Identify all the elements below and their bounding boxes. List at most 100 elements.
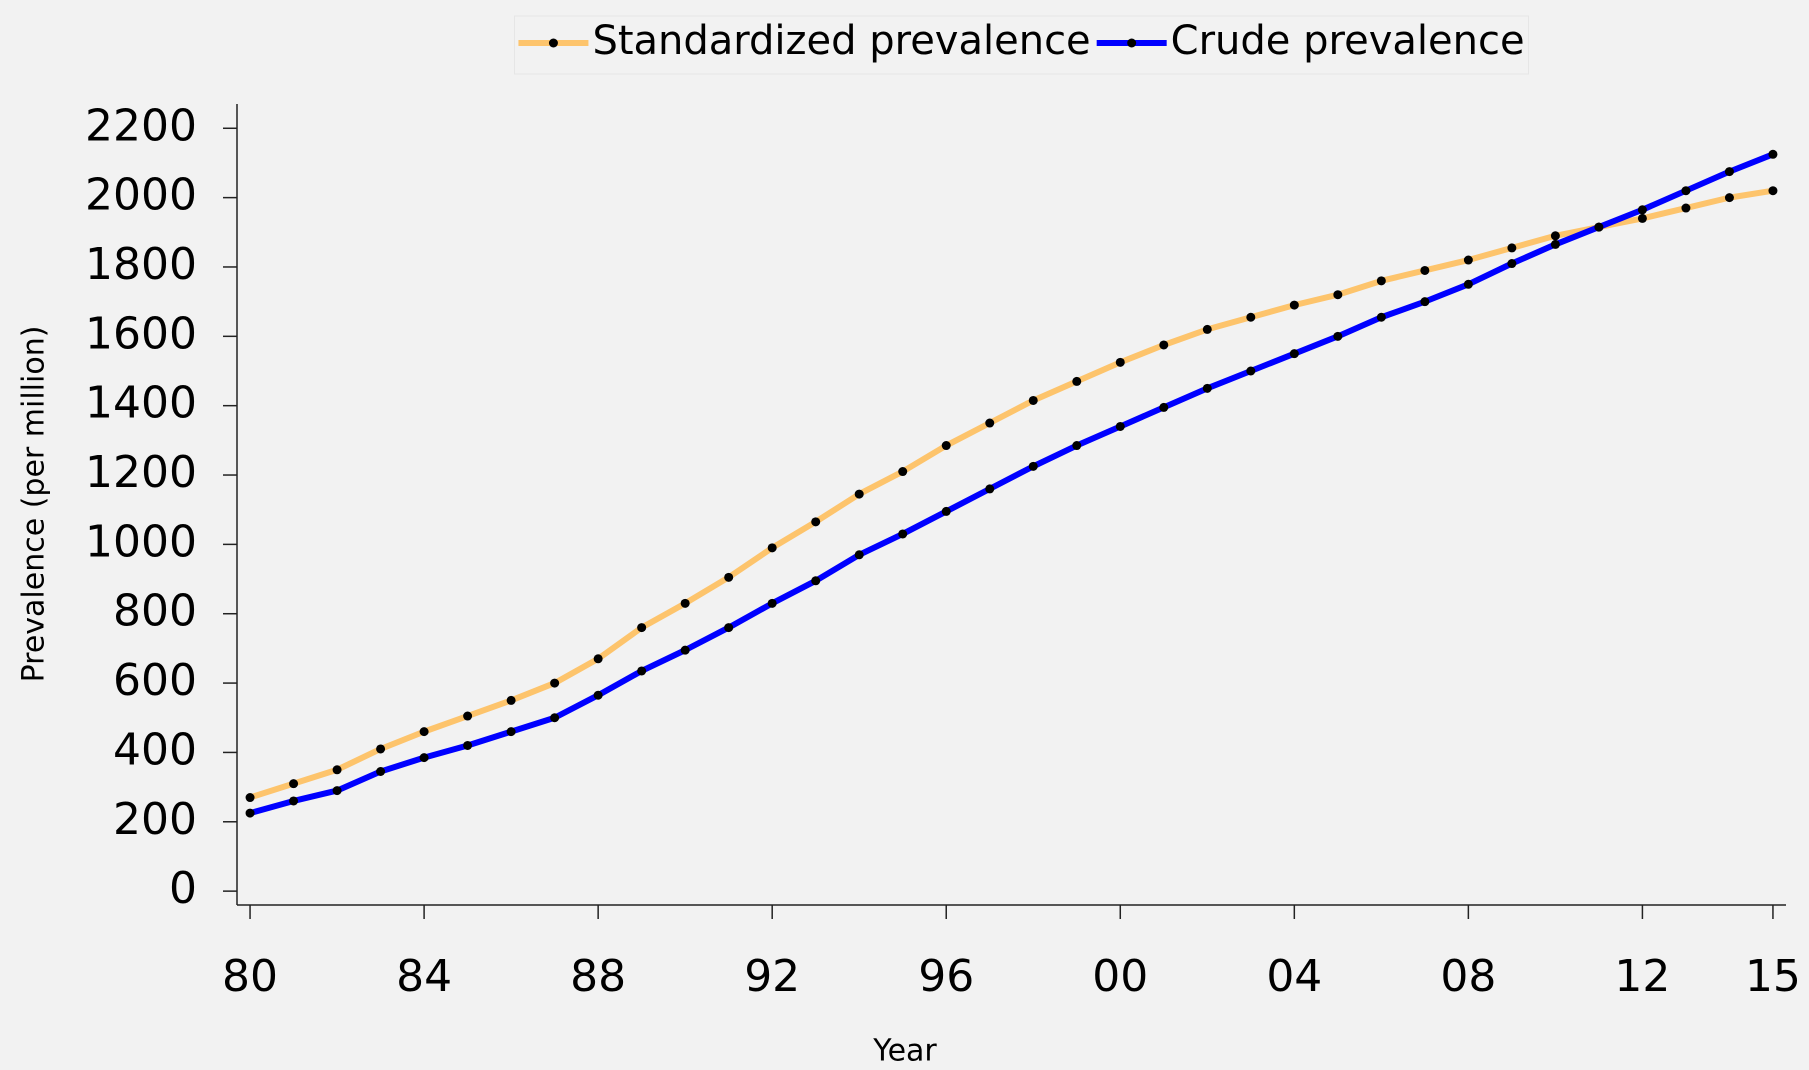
data-point: [767, 543, 777, 553]
y-tick-label: 2000: [85, 170, 197, 221]
data-point: [419, 727, 429, 737]
data-point: [1681, 203, 1691, 213]
y-tick-label: 200: [113, 794, 197, 845]
data-point: [289, 796, 299, 806]
data-point: [1463, 255, 1473, 265]
data-point: [1724, 167, 1734, 177]
series-line: [249, 151, 1775, 817]
x-tick-label: 08: [1440, 951, 1496, 1002]
data-point: [593, 654, 603, 664]
data-point: [1289, 349, 1299, 359]
y-tick-label: 1400: [85, 378, 197, 429]
legend-box: [513, 15, 1530, 75]
data-point: [637, 666, 647, 676]
data-point: [1463, 279, 1473, 289]
x-tick-label: 15: [1745, 951, 1801, 1002]
data-point: [1028, 395, 1038, 405]
data-point: [245, 808, 255, 818]
data-point: [811, 576, 821, 586]
data-point: [1159, 340, 1169, 350]
data-point: [1202, 324, 1212, 334]
data-point: [1724, 193, 1734, 203]
data-point: [1072, 441, 1082, 451]
data-point: [898, 529, 908, 539]
data-point: [1681, 186, 1691, 196]
data-point: [941, 506, 951, 516]
data-point: [550, 713, 560, 723]
data-point: [289, 779, 299, 789]
data-point: [1028, 461, 1038, 471]
data-point: [1333, 331, 1343, 341]
data-point: [593, 690, 603, 700]
data-point: [1507, 259, 1517, 269]
data-point: [1202, 383, 1212, 393]
legend-item: Standardized prevalence: [518, 18, 1091, 64]
data-point: [550, 678, 560, 688]
data-point: [811, 517, 821, 527]
data-point: [1246, 312, 1256, 322]
data-point: [245, 793, 255, 803]
data-point: [680, 645, 690, 655]
data-point: [332, 765, 342, 775]
data-point: [1246, 366, 1256, 376]
data-point: [1420, 265, 1430, 275]
data-point: [637, 623, 647, 633]
data-point: [376, 767, 386, 776]
data-point: [419, 753, 429, 763]
legend-item: Crude prevalence: [1096, 18, 1525, 64]
data-point: [1637, 205, 1647, 215]
data-point: [767, 598, 777, 608]
data-point: [1159, 402, 1169, 412]
x-tick-label: 80: [222, 951, 278, 1002]
data-point: [376, 744, 386, 754]
data-point: [1550, 239, 1560, 249]
data-point: [1376, 276, 1386, 286]
data-point: [1289, 300, 1299, 310]
x-tick-label: 12: [1614, 951, 1670, 1002]
data-point: [506, 727, 516, 737]
data-point: [1768, 186, 1778, 196]
series-line: [249, 187, 1774, 801]
data-point: [463, 740, 473, 750]
data-point: [724, 623, 734, 633]
data-point: [1115, 357, 1125, 367]
x-tick-label: 84: [396, 951, 452, 1002]
x-tick-label: 92: [744, 951, 800, 1002]
legend-label: Standardized prevalence: [592, 18, 1090, 64]
legend-label: Crude prevalence: [1171, 18, 1525, 64]
data-point: [463, 711, 473, 721]
y-tick-label: 1000: [85, 516, 197, 567]
x-axis-label: Year: [872, 1034, 937, 1069]
y-tick-label: 2200: [85, 100, 197, 151]
y-tick-label: 600: [113, 655, 197, 706]
data-point: [1072, 376, 1082, 386]
data-point: [1507, 243, 1517, 253]
data-point: [1376, 312, 1386, 322]
y-axis-label: Prevalence (per million): [17, 326, 52, 683]
x-tick-label: 04: [1266, 951, 1322, 1002]
data-point: [506, 695, 516, 705]
data-point: [1550, 231, 1560, 241]
data-point: [332, 786, 342, 796]
data-point: [680, 598, 690, 608]
data-point: [854, 489, 864, 499]
legend-marker: [1127, 38, 1137, 48]
y-tick-label: 1600: [85, 308, 197, 359]
data-point: [1333, 290, 1343, 300]
x-tick-label: 88: [570, 951, 626, 1002]
x-tick-label: 00: [1092, 951, 1148, 1002]
y-tick-label: 1200: [85, 447, 197, 498]
y-tick-label: 1800: [85, 239, 197, 290]
data-point: [985, 418, 995, 428]
data-point: [1115, 421, 1125, 431]
data-point: [1768, 149, 1778, 159]
data-point: [985, 484, 995, 494]
data-point: [941, 441, 951, 451]
x-tick-label: 96: [918, 951, 974, 1002]
data-point: [1420, 297, 1430, 307]
data-point: [1594, 222, 1604, 232]
y-tick-label: 400: [113, 724, 197, 775]
data-point: [1637, 213, 1647, 223]
